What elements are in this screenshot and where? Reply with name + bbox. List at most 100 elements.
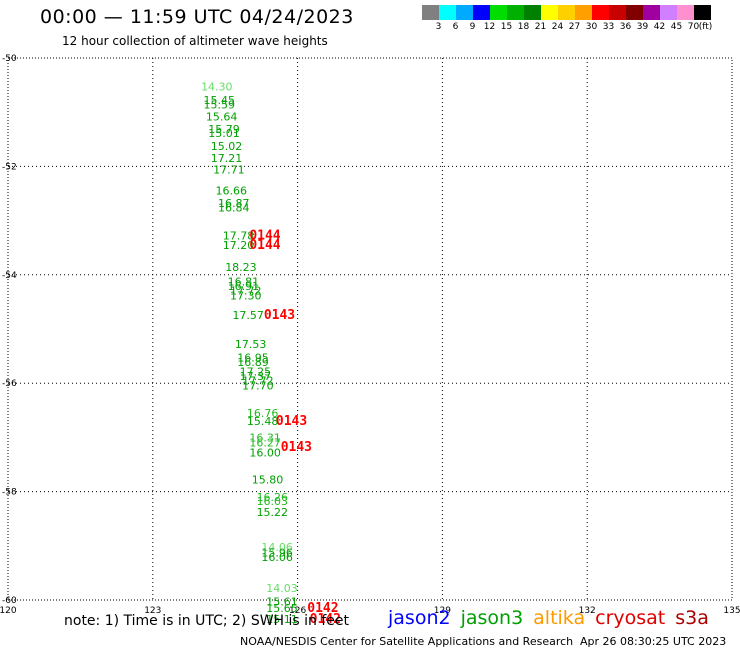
color-swatch-label: 27 <box>568 22 581 32</box>
longitude-tick-label: 126 <box>289 606 306 616</box>
wave-height-label: 15.59 <box>203 98 235 111</box>
mission-jason2: jason2 <box>388 607 451 629</box>
wave-height-label: 15.80 <box>252 473 284 486</box>
wave-height-label: 17.53 <box>235 338 267 351</box>
longitude-tick-label: 123 <box>144 606 161 616</box>
map-frame <box>7 57 733 601</box>
wave-height-label: 16.66 <box>216 185 248 198</box>
wave-height-label: 17.78 <box>223 230 255 243</box>
wave-height-label: 16.87 <box>218 197 250 210</box>
color-swatch-label: 42 <box>653 22 666 32</box>
mission-altika: altika <box>533 607 586 629</box>
color-swatch <box>643 5 660 20</box>
longitude-tick-label: 135 <box>723 606 740 616</box>
wave-height-label: 15.65 <box>266 602 298 615</box>
color-swatch <box>660 5 677 20</box>
page-title: 00:00 — 11:59 UTC 04/24/2023 <box>40 6 354 28</box>
wave-height-label: 17.72 <box>242 374 273 387</box>
wave-height-label: 17.72 <box>230 284 262 297</box>
color-swatch <box>626 5 643 20</box>
wave-height-label: 14.30 <box>201 81 233 94</box>
color-swatch-label: 18 <box>517 22 530 32</box>
wave-height-label: 15.01 <box>208 127 240 140</box>
wave-height-label: 17.20 <box>223 239 255 252</box>
wave-height-label: 16.26 <box>257 491 289 504</box>
color-swatch-label: 24 <box>551 22 564 32</box>
color-swatch <box>507 5 524 20</box>
color-swatch <box>558 5 575 20</box>
color-swatch-label: 45 <box>670 22 683 32</box>
wave-height-label: 16.06 <box>261 551 293 564</box>
credit-text: NOAA/NESDIS Center for Satellite Applica… <box>240 635 574 648</box>
generated-timestamp: Apr 26 08:30:25 UTC 2023 <box>580 635 727 648</box>
wave-height-label: 17.37 <box>240 370 272 383</box>
color-swatch <box>575 5 592 20</box>
color-unit-label: (ft) <box>698 22 713 32</box>
color-swatch <box>609 5 626 20</box>
color-swatch <box>456 5 473 20</box>
mission-cryosat: cryosat <box>595 607 666 629</box>
color-swatch-label: 9 <box>469 22 476 32</box>
wave-height-label: 15.96 <box>261 547 293 560</box>
latitude-tick-label: -56 <box>2 379 17 389</box>
footer-note: note: 1) Time is in UTC; 2) SWH is in fe… <box>64 613 350 629</box>
color-swatch-label: 21 <box>534 22 547 32</box>
wave-height-label: 16.84 <box>218 201 250 214</box>
wave-height-label: 14.06 <box>261 541 293 554</box>
wave-height-label: 16.76 <box>247 407 278 420</box>
wave-height-label: 18.23 <box>225 261 257 274</box>
color-swatch <box>694 5 711 20</box>
wave-height-label: 17.57 <box>232 309 264 322</box>
wave-height-label: 16.27 <box>249 437 280 450</box>
mission-s3a: s3a <box>675 607 709 629</box>
wave-height-label: 15.11 <box>266 613 298 626</box>
wave-height-label: 16.91 <box>228 280 260 293</box>
wave-height-label: 15.79 <box>208 123 240 136</box>
color-swatch-label: 15 <box>500 22 513 32</box>
wave-height-label: 16.00 <box>249 446 280 459</box>
wave-height-label: 15.02 <box>211 140 243 153</box>
latitude-tick-label: -58 <box>2 488 17 498</box>
color-swatch-label: 39 <box>636 22 649 32</box>
color-swatch-label: 36 <box>619 22 632 32</box>
latitude-tick-label: -52 <box>2 162 17 172</box>
wave-height-label: 16.31 <box>249 432 280 445</box>
wave-height-label: 15.61 <box>266 595 298 608</box>
wave-height-label: 15.22 <box>257 506 289 519</box>
color-swatch-label: 3 <box>435 22 442 32</box>
latitude-tick-label: -50 <box>2 54 17 64</box>
color-swatch <box>473 5 490 20</box>
color-swatch <box>592 5 609 20</box>
color-swatch <box>422 5 439 20</box>
wave-height-label: 17.70 <box>242 380 273 393</box>
pass-time-label: 0142 <box>307 601 338 616</box>
wave-height-label: 16.81 <box>228 276 260 289</box>
wave-height-label: 14.03 <box>266 582 298 595</box>
pass-time-label: 0144 <box>249 238 280 253</box>
pass-time-label: 0143 <box>281 440 312 455</box>
wave-height-label: 17.21 <box>211 152 243 165</box>
wave-height-label: 15.48 <box>247 415 278 428</box>
longitude-tick-label: 132 <box>579 606 596 616</box>
color-swatch <box>490 5 507 20</box>
color-swatch-label: 30 <box>585 22 598 32</box>
wave-height-label: 17.71 <box>213 163 245 176</box>
longitude-tick-label: 129 <box>434 606 451 616</box>
wave-height-label: 16.89 <box>237 356 269 369</box>
longitude-tick-label: 120 <box>0 606 17 616</box>
wave-height-label: 16.95 <box>237 352 269 365</box>
color-swatch-label: 70 <box>687 22 700 32</box>
mission-jason3: jason3 <box>460 607 524 629</box>
page-subtitle: 12 hour collection of altimeter wave hei… <box>62 34 328 48</box>
color-swatch-label: 6 <box>452 22 459 32</box>
wave-height-label: 17.25 <box>240 366 272 379</box>
pass-time-label: 0142 <box>310 612 341 627</box>
wave-height-label: 16.03 <box>257 495 289 508</box>
pass-time-label: 0144 <box>249 229 280 244</box>
color-swatch <box>524 5 541 20</box>
wave-height-label: 17.30 <box>230 290 262 303</box>
wave-height-label: 15.64 <box>206 110 238 123</box>
color-swatch <box>541 5 558 20</box>
color-swatch <box>677 5 694 20</box>
